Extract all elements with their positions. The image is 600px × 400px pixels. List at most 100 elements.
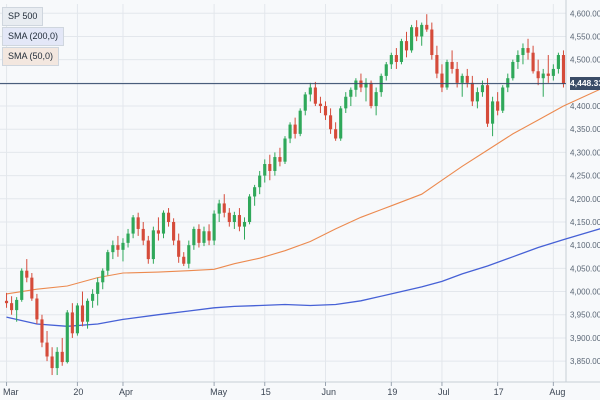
candle-body	[465, 75, 469, 83]
candle-body	[242, 221, 247, 227]
candle-bearish	[328, 108, 333, 134]
candle-bullish	[161, 210, 166, 239]
candle-bullish	[364, 78, 368, 102]
candle-bearish	[369, 80, 373, 109]
candle-bullish	[217, 199, 221, 222]
y-tick-label: 3,950.00	[570, 311, 600, 320]
candle-body	[450, 61, 454, 69]
candle-bearish	[30, 273, 34, 301]
candle-bearish	[177, 233, 181, 263]
candle-bearish	[318, 96, 323, 113]
candle-bearish	[166, 208, 171, 227]
candle-bearish	[536, 59, 540, 86]
candle-body	[50, 356, 54, 369]
candle-body	[121, 242, 125, 250]
x-tick-label: 17	[494, 387, 504, 397]
candle-bullish	[242, 217, 247, 240]
candle-bearish	[440, 64, 444, 93]
legend-sp500[interactable]: SP 500	[2, 7, 44, 26]
candle-bullish	[344, 92, 348, 113]
candle-body	[313, 87, 317, 104]
candle-body	[541, 73, 545, 79]
x-axis-ticks: Mar20AprMay15Jun19Jul17Aug16Sep	[3, 382, 565, 397]
candle-body	[60, 351, 64, 363]
candle-body	[101, 270, 105, 283]
candle-body	[410, 27, 414, 51]
candle-body	[339, 108, 343, 139]
candle-body	[227, 212, 231, 222]
candle-body	[202, 231, 206, 243]
candle-bearish	[60, 337, 64, 366]
candle-body	[172, 221, 176, 241]
candle-bearish	[45, 330, 49, 362]
candle-bearish	[425, 14, 429, 32]
candle-body	[65, 312, 69, 363]
candle-bullish	[20, 268, 24, 302]
candle-body	[247, 196, 252, 222]
candle-bearish	[10, 296, 14, 315]
x-tick-label: 20	[73, 387, 83, 397]
y-tick-label: 3,900.00	[570, 334, 600, 343]
candle-bearish	[136, 212, 140, 236]
candle-body	[126, 233, 130, 243]
candle-body	[207, 231, 211, 241]
y-tick-label: 4,350.00	[570, 125, 600, 134]
candle-bullish	[65, 310, 69, 364]
candle-body	[177, 240, 181, 257]
candle-bullish	[354, 78, 358, 97]
y-tick-label: 4,550.00	[570, 32, 600, 41]
candle-bullish	[298, 108, 302, 137]
candle-body	[85, 300, 90, 322]
candle-body	[364, 82, 368, 88]
candle-body	[556, 55, 560, 69]
x-tick-label: Jun	[322, 387, 337, 397]
candle-body	[389, 55, 393, 65]
candle-bearish	[430, 22, 434, 60]
candle-body	[161, 212, 166, 234]
candle-body	[394, 55, 398, 62]
legend-sma50[interactable]: SMA (50,0)	[2, 47, 60, 66]
candle-body	[268, 164, 272, 171]
candle-bearish	[222, 194, 226, 218]
candle-bearish	[80, 291, 85, 327]
candle-bearish	[4, 292, 9, 308]
candle-bullish	[106, 249, 110, 276]
legend-sma200[interactable]: SMA (200,0)	[2, 27, 65, 46]
candle-bullish	[75, 303, 79, 336]
candle-body	[425, 24, 429, 30]
candle-bullish	[91, 289, 95, 308]
candle-body	[344, 96, 348, 109]
candle-bullish	[541, 68, 545, 97]
candle-body	[278, 157, 282, 162]
sma50-line-group	[6, 88, 600, 295]
candle-bullish	[475, 87, 479, 109]
candle-bearish	[146, 235, 150, 264]
candle-bullish	[273, 152, 277, 176]
candle-body	[435, 55, 439, 74]
candle-body	[141, 228, 145, 241]
y-tick-label: 4,600.00	[570, 9, 600, 18]
y-tick-label: 4,150.00	[570, 218, 600, 227]
candles	[4, 14, 566, 376]
candle-body	[151, 230, 155, 260]
candle-bullish	[501, 85, 505, 113]
candle-body	[420, 24, 424, 37]
candle-body	[470, 82, 474, 102]
candle-bearish	[35, 293, 39, 325]
candle-body	[308, 87, 312, 95]
candle-body	[30, 277, 34, 299]
candle-bearish	[197, 224, 201, 248]
candle-body	[303, 94, 307, 111]
current-price-tag: 4,448.33	[570, 77, 600, 91]
candle-bullish	[202, 226, 206, 247]
y-axis-ticks: 3,850.00 3,900.00 3,950.00 4,000.00 4,050.00…	[570, 9, 600, 366]
candle-body	[106, 252, 110, 271]
candle-bullish	[288, 122, 292, 144]
y-tick-label: 4,500.00	[570, 56, 600, 65]
candle-bullish	[491, 96, 495, 137]
candle-body	[70, 312, 74, 334]
candle-body	[491, 101, 495, 124]
candle-body	[328, 115, 333, 130]
